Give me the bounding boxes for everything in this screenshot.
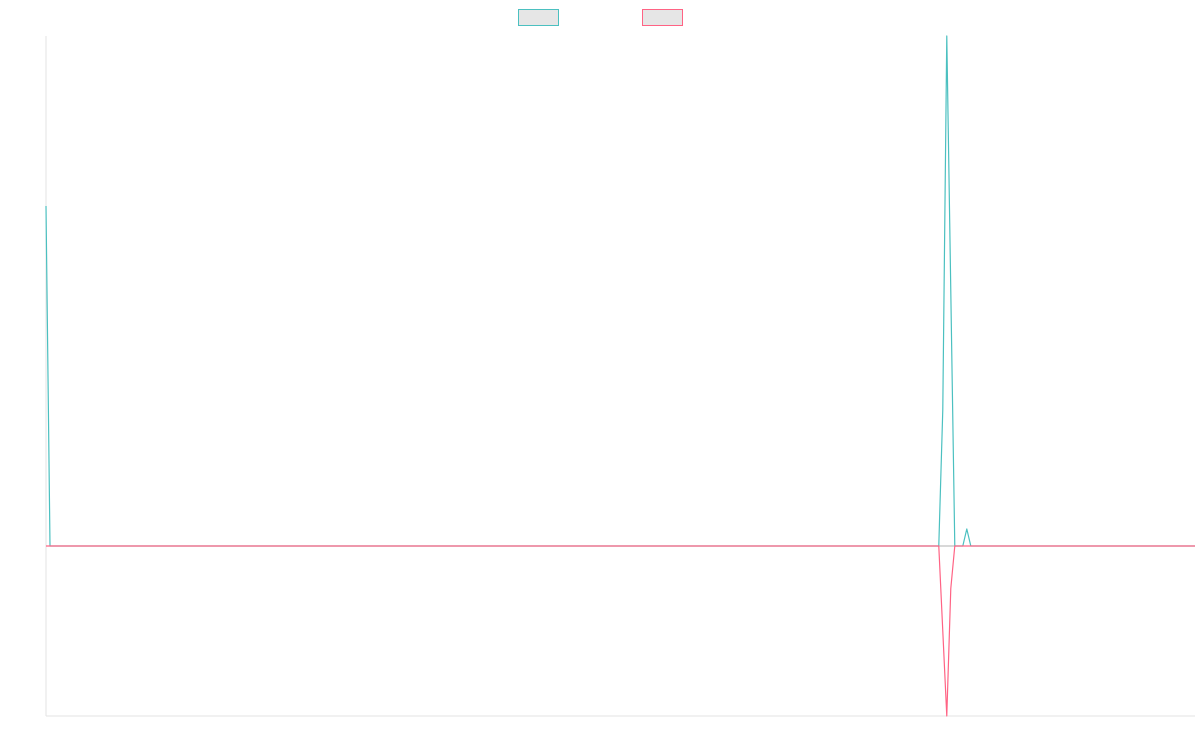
series-layer [45, 35, 1195, 717]
series-line-1 [45, 35, 1195, 547]
chart-legend [518, 9, 683, 26]
legend-swatch-1[interactable] [518, 9, 559, 26]
series-line-2 [46, 545, 1195, 717]
legend-swatch-2[interactable] [642, 9, 683, 26]
chart-axes [45, 36, 1195, 717]
